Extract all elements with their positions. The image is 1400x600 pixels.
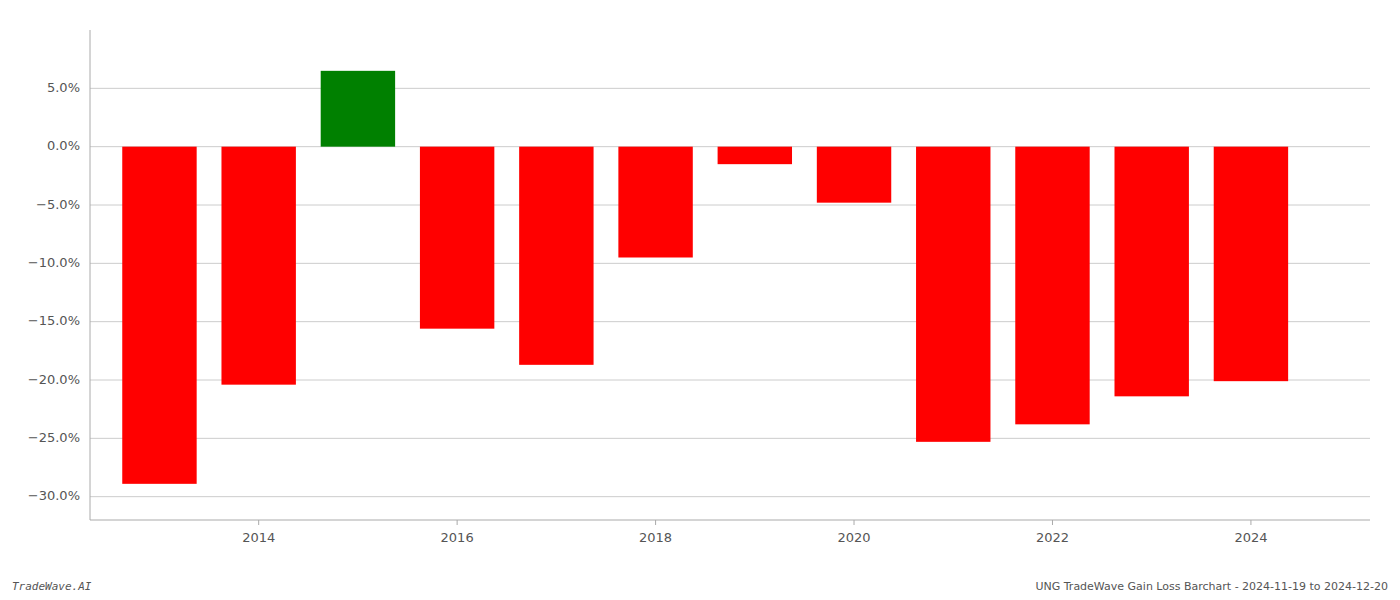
x-tick (655, 520, 656, 525)
grid-line (90, 438, 1370, 439)
footnote-right: UNG TradeWave Gain Loss Barchart - 2024-… (1035, 580, 1388, 593)
bar (519, 147, 593, 365)
bar (817, 147, 891, 203)
y-tick-label: −5.0% (36, 197, 80, 212)
x-axis-line (90, 520, 1370, 521)
y-tick-label: 0.0% (47, 138, 80, 153)
x-tick (854, 520, 855, 525)
bar (420, 147, 494, 329)
x-tick-label: 2024 (1234, 530, 1267, 545)
bar (618, 147, 692, 258)
bar (1114, 147, 1188, 397)
footnote-left: TradeWave.AI (12, 580, 92, 593)
grid (90, 88, 1370, 496)
background (0, 0, 1400, 600)
bar (718, 147, 792, 165)
x-tick (1052, 520, 1053, 525)
y-tick-label: −30.0% (28, 488, 80, 503)
chart-container: −30.0% −25.0% −20.0% −15.0% −10.0% −5.0% 0.0% 5… (0, 0, 1400, 600)
bar (1214, 147, 1288, 382)
bar (221, 147, 295, 385)
grid-line (90, 496, 1370, 497)
x-tick (1250, 520, 1251, 525)
grid-line (90, 88, 1370, 89)
y-tick-label: −10.0% (28, 255, 80, 270)
bar (321, 71, 395, 147)
x-tick (258, 520, 259, 525)
y-tick-label: −15.0% (28, 313, 80, 328)
bars (122, 71, 1288, 484)
bar (1015, 147, 1089, 425)
x-tick (457, 520, 458, 525)
x-tick-label: 2014 (242, 530, 275, 545)
y-axis: −30.0% −25.0% −20.0% −15.0% −10.0% −5.0% 0.0% 5… (28, 80, 80, 503)
x-tick-label: 2016 (441, 530, 474, 545)
chart: −30.0% −25.0% −20.0% −15.0% −10.0% −5.0% 0.0% 5… (0, 0, 1400, 600)
y-tick-label: 5.0% (47, 80, 80, 95)
x-tick-label: 2018 (639, 530, 672, 545)
x-tick-label: 2020 (837, 530, 870, 545)
bar (122, 147, 196, 484)
y-tick-label: −25.0% (28, 430, 80, 445)
y-axis-line (90, 30, 91, 520)
y-tick-label: −20.0% (28, 372, 80, 387)
x-axis: 2014 2016 2018 2020 2022 2024 (242, 520, 1267, 545)
bar (916, 147, 990, 442)
x-tick-label: 2022 (1036, 530, 1069, 545)
